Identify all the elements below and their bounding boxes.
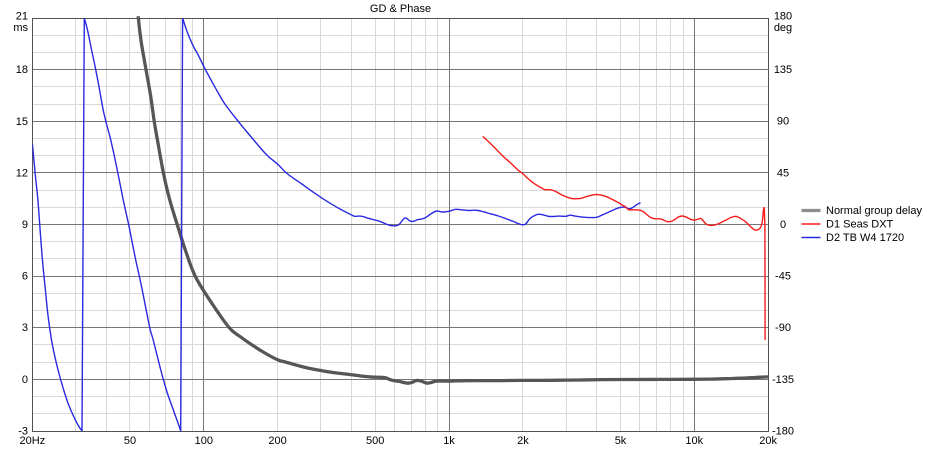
svg-text:100: 100 (195, 435, 213, 447)
svg-text:0: 0 (780, 219, 786, 231)
svg-text:Normal group delay: Normal group delay (826, 205, 922, 217)
svg-text:-90: -90 (775, 322, 791, 334)
svg-text:-3: -3 (18, 426, 28, 438)
svg-text:15: 15 (16, 116, 28, 128)
svg-text:-135: -135 (772, 374, 794, 386)
svg-text:20k: 20k (759, 435, 777, 447)
svg-text:-45: -45 (775, 271, 791, 283)
svg-text:9: 9 (22, 219, 28, 231)
svg-text:5k: 5k (615, 435, 627, 447)
svg-text:21: 21 (16, 11, 28, 23)
svg-text:20Hz: 20Hz (20, 435, 46, 447)
svg-text:12: 12 (16, 167, 28, 179)
svg-text:D2 TB W4 1720: D2 TB W4 1720 (826, 232, 904, 244)
svg-text:90: 90 (777, 116, 789, 128)
svg-text:6: 6 (22, 271, 28, 283)
svg-text:180: 180 (774, 11, 792, 23)
svg-text:GD & Phase: GD & Phase (370, 3, 431, 15)
svg-text:45: 45 (777, 167, 789, 179)
svg-text:50: 50 (124, 435, 136, 447)
svg-text:10k: 10k (685, 435, 703, 447)
svg-text:500: 500 (366, 435, 384, 447)
svg-text:135: 135 (774, 64, 792, 76)
svg-text:D1 Seas DXT: D1 Seas DXT (826, 219, 894, 231)
svg-text:200: 200 (268, 435, 286, 447)
svg-text:3: 3 (22, 322, 28, 334)
svg-text:ms: ms (13, 22, 28, 34)
svg-text:2k: 2k (517, 435, 529, 447)
svg-text:deg: deg (774, 22, 792, 34)
svg-text:-180: -180 (772, 426, 794, 438)
svg-text:18: 18 (16, 64, 28, 76)
svg-text:1k: 1k (443, 435, 455, 447)
svg-text:0: 0 (22, 374, 28, 386)
